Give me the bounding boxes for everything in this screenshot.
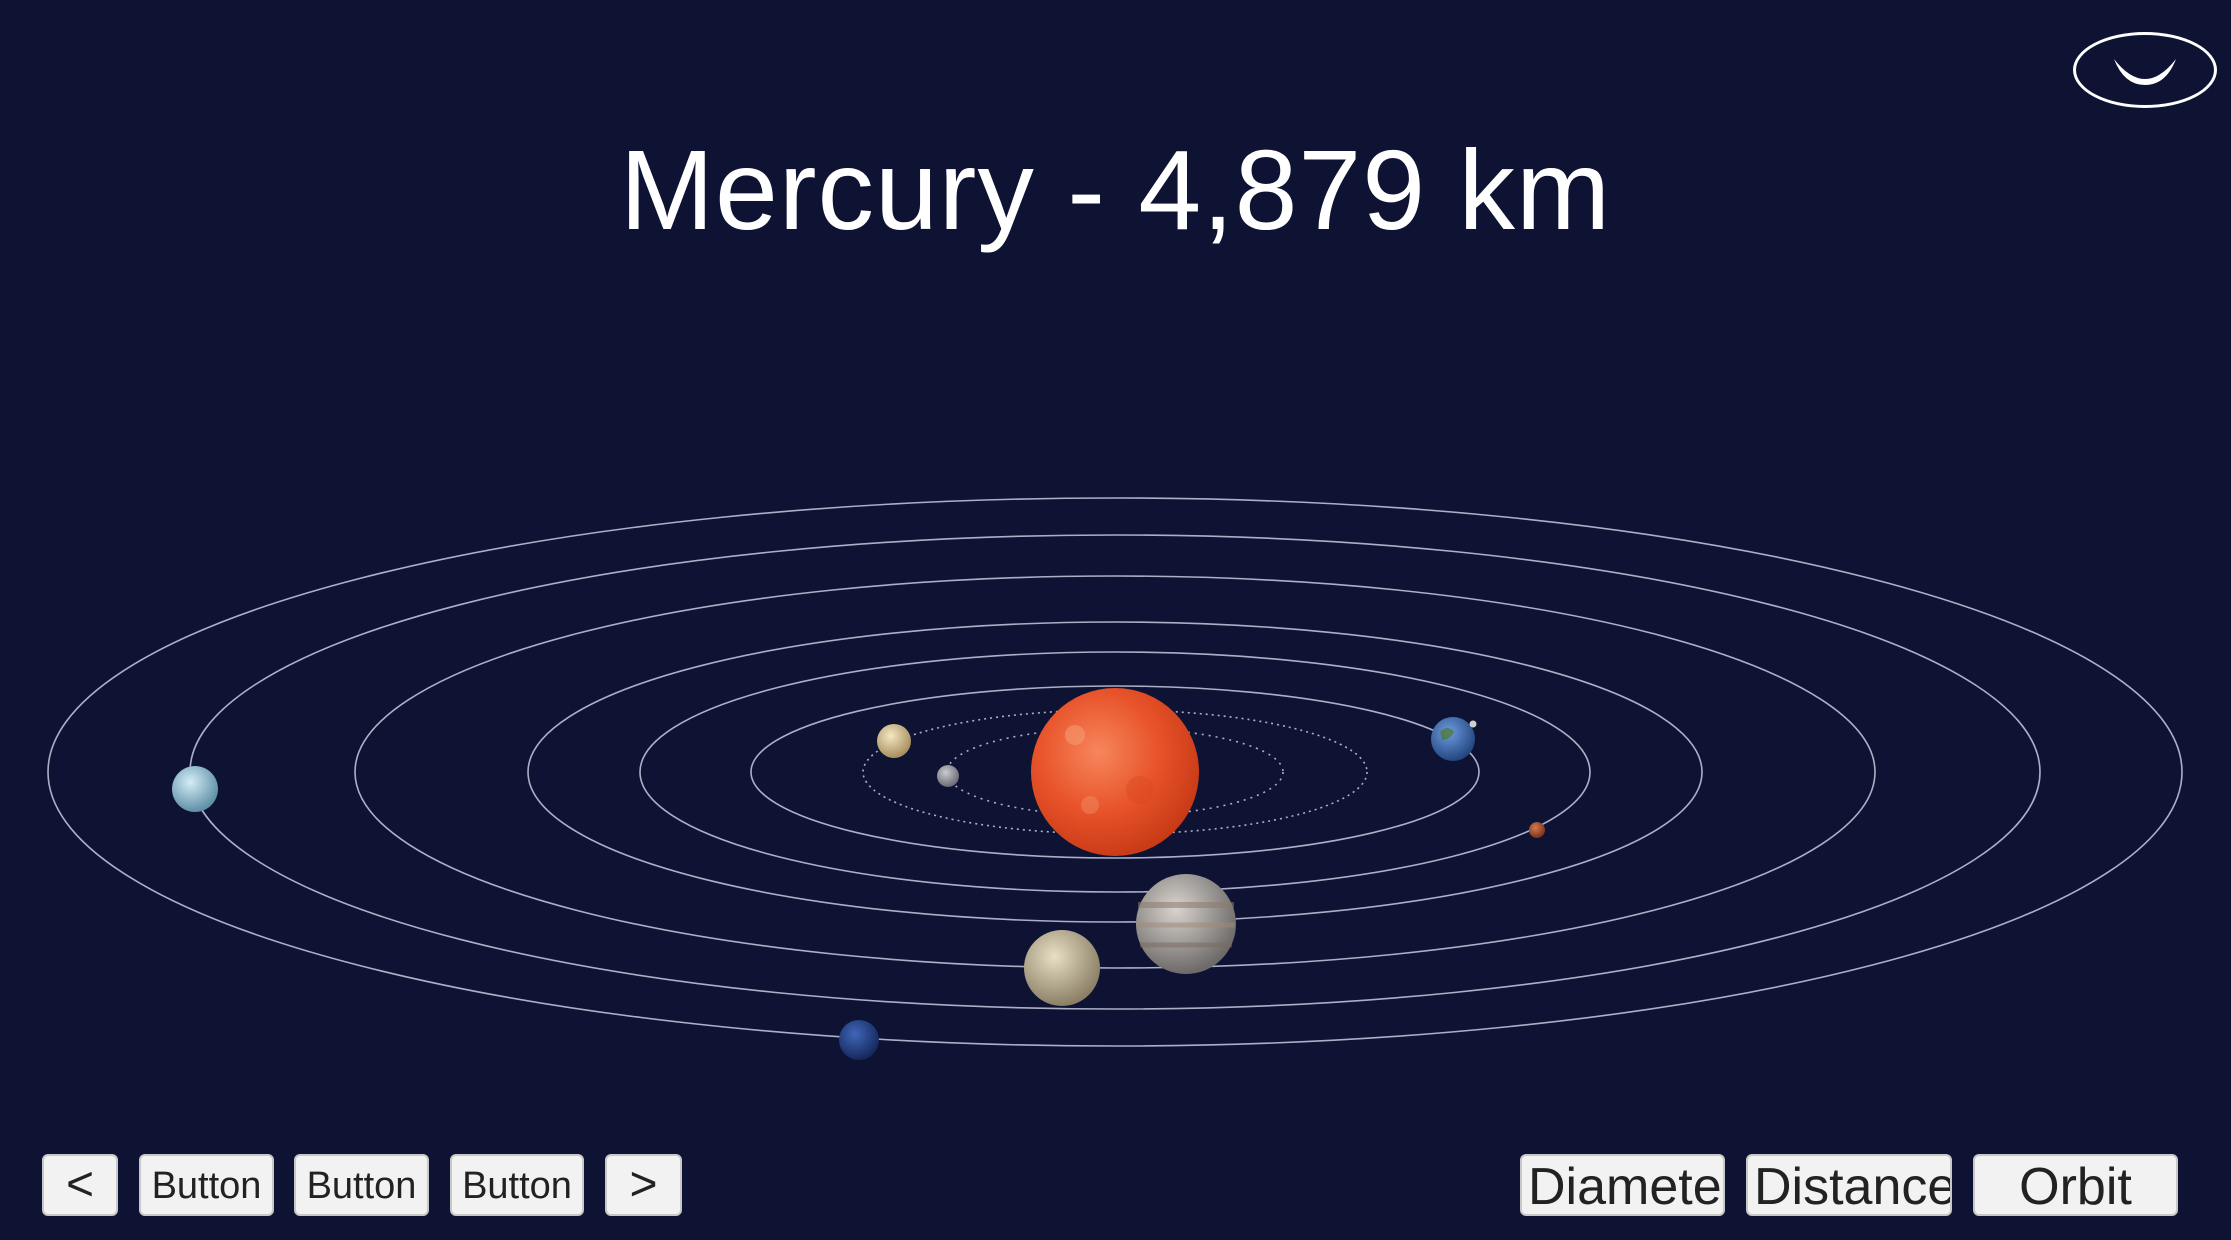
next-button[interactable]: > <box>605 1154 682 1216</box>
button-1[interactable]: Button <box>139 1154 274 1216</box>
diameter-button[interactable]: Diameter <box>1520 1154 1725 1216</box>
orbit-neptune <box>47 497 2183 1047</box>
earth-planet[interactable] <box>1431 717 1477 761</box>
orbit-venus <box>862 709 1368 835</box>
neptune-planet[interactable] <box>839 1020 879 1060</box>
button-3[interactable]: Button <box>450 1154 584 1216</box>
smile-ellipse-icon[interactable] <box>2073 32 2217 108</box>
venus-planet[interactable] <box>877 724 911 758</box>
planet-title: Mercury - 4,879 km <box>619 127 1612 253</box>
orbit-mercury <box>946 727 1284 817</box>
orbit-mars <box>639 651 1591 893</box>
button-2[interactable]: Button <box>294 1154 429 1216</box>
orbit-earth <box>750 685 1480 859</box>
uranus-planet[interactable] <box>172 766 218 812</box>
prev-button[interactable]: < <box>42 1154 118 1216</box>
distance-button[interactable]: Distance <box>1746 1154 1952 1216</box>
jupiter-planet[interactable] <box>1136 874 1236 974</box>
saturn-planet[interactable] <box>1024 930 1100 1006</box>
mars-planet[interactable] <box>1529 822 1545 838</box>
orbit-button[interactable]: Orbit <box>1973 1154 2178 1216</box>
orbit-saturn <box>354 575 1876 969</box>
sun[interactable] <box>1031 688 1199 856</box>
mercury-planet[interactable] <box>937 765 959 787</box>
orbit-jupiter <box>527 621 1703 923</box>
